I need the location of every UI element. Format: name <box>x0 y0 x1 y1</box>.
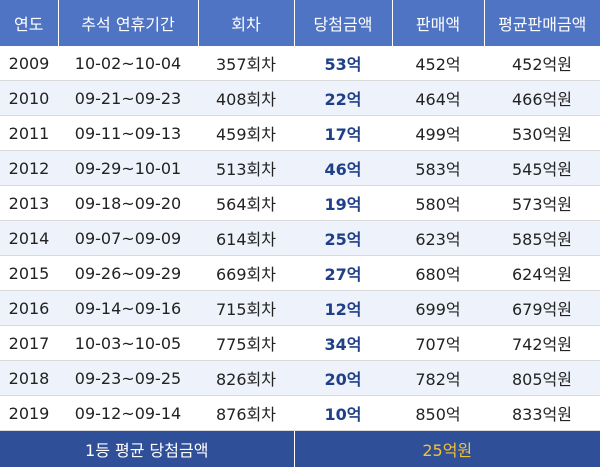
cell-avg-sales: 679억원 <box>484 291 600 326</box>
cell-prize: 17억 <box>294 116 392 151</box>
cell-round: 357회차 <box>198 46 294 81</box>
table-row: 2013 09-18~09-20 564회차 19억 580억 573억원 <box>0 186 600 221</box>
header-year: 연도 <box>0 0 58 46</box>
cell-prize: 53억 <box>294 46 392 81</box>
cell-year: 2009 <box>0 46 58 81</box>
cell-sales: 699억 <box>392 291 484 326</box>
header-round: 회차 <box>198 0 294 46</box>
table-row: 2010 09-21~09-23 408회차 22억 464억 466억원 <box>0 81 600 116</box>
cell-period: 09-18~09-20 <box>58 186 198 221</box>
cell-avg-sales: 452억원 <box>484 46 600 81</box>
table-row: 2018 09-23~09-25 826회차 20억 782억 805억원 <box>0 361 600 396</box>
cell-avg-sales: 466억원 <box>484 81 600 116</box>
cell-period: 10-03~10-05 <box>58 326 198 361</box>
cell-sales: 464억 <box>392 81 484 116</box>
table-row: 2009 10-02~10-04 357회차 53억 452억 452억원 <box>0 46 600 81</box>
cell-sales: 452억 <box>392 46 484 81</box>
cell-avg-sales: 545억원 <box>484 151 600 186</box>
cell-sales: 680억 <box>392 256 484 291</box>
cell-year: 2018 <box>0 361 58 396</box>
cell-period: 09-14~09-16 <box>58 291 198 326</box>
cell-sales: 623억 <box>392 221 484 256</box>
cell-period: 09-26~09-29 <box>58 256 198 291</box>
cell-round: 826회차 <box>198 361 294 396</box>
table-row: 2014 09-07~09-09 614회차 25억 623억 585억원 <box>0 221 600 256</box>
cell-prize: 22억 <box>294 81 392 116</box>
cell-round: 876회차 <box>198 396 294 431</box>
cell-round: 564회차 <box>198 186 294 221</box>
cell-round: 614회차 <box>198 221 294 256</box>
table-row: 2016 09-14~09-16 715회차 12억 699억 679억원 <box>0 291 600 326</box>
cell-period: 09-29~10-01 <box>58 151 198 186</box>
table-row: 2012 09-29~10-01 513회차 46억 583억 545억원 <box>0 151 600 186</box>
cell-period: 10-02~10-04 <box>58 46 198 81</box>
cell-avg-sales: 833억원 <box>484 396 600 431</box>
cell-avg-sales: 805억원 <box>484 361 600 396</box>
cell-sales: 707억 <box>392 326 484 361</box>
cell-prize: 19억 <box>294 186 392 221</box>
cell-round: 459회차 <box>198 116 294 151</box>
table-row: 2011 09-11~09-13 459회차 17억 499억 530억원 <box>0 116 600 151</box>
table-row: 2019 09-12~09-14 876회차 10억 850억 833억원 <box>0 396 600 431</box>
header-period: 추석 연휴기간 <box>58 0 198 46</box>
cell-year: 2011 <box>0 116 58 151</box>
cell-sales: 499억 <box>392 116 484 151</box>
cell-avg-sales: 585억원 <box>484 221 600 256</box>
cell-period: 09-21~09-23 <box>58 81 198 116</box>
cell-avg-sales: 573억원 <box>484 186 600 221</box>
cell-sales: 782억 <box>392 361 484 396</box>
cell-prize: 12억 <box>294 291 392 326</box>
cell-year: 2012 <box>0 151 58 186</box>
cell-year: 2014 <box>0 221 58 256</box>
cell-prize: 10억 <box>294 396 392 431</box>
header-sales: 판매액 <box>392 0 484 46</box>
cell-period: 09-11~09-13 <box>58 116 198 151</box>
cell-round: 775회차 <box>198 326 294 361</box>
cell-prize: 20억 <box>294 361 392 396</box>
header-avg-sales: 평균판매금액 <box>484 0 600 46</box>
cell-prize: 27억 <box>294 256 392 291</box>
cell-prize: 46억 <box>294 151 392 186</box>
cell-avg-sales: 530억원 <box>484 116 600 151</box>
cell-sales: 583억 <box>392 151 484 186</box>
cell-prize: 34억 <box>294 326 392 361</box>
cell-sales: 850억 <box>392 396 484 431</box>
cell-sales: 580억 <box>392 186 484 221</box>
cell-avg-sales: 624억원 <box>484 256 600 291</box>
cell-period: 09-12~09-14 <box>58 396 198 431</box>
cell-avg-sales: 742억원 <box>484 326 600 361</box>
cell-round: 715회차 <box>198 291 294 326</box>
cell-year: 2010 <box>0 81 58 116</box>
cell-year: 2015 <box>0 256 58 291</box>
cell-prize: 25억 <box>294 221 392 256</box>
table-row: 2017 10-03~10-05 775회차 34억 707억 742억원 <box>0 326 600 361</box>
cell-year: 2016 <box>0 291 58 326</box>
cell-period: 09-07~09-09 <box>58 221 198 256</box>
cell-year: 2013 <box>0 186 58 221</box>
cell-period: 09-23~09-25 <box>58 361 198 396</box>
cell-year: 2019 <box>0 396 58 431</box>
cell-round: 513회차 <box>198 151 294 186</box>
header-prize: 당첨금액 <box>294 0 392 46</box>
cell-round: 408회차 <box>198 81 294 116</box>
cell-year: 2017 <box>0 326 58 361</box>
cell-round: 669회차 <box>198 256 294 291</box>
table-row: 2015 09-26~09-29 669회차 27억 680억 624억원 <box>0 256 600 291</box>
header-row: 연도 추석 연휴기간 회차 당첨금액 판매액 평균판매금액 <box>0 0 600 46</box>
